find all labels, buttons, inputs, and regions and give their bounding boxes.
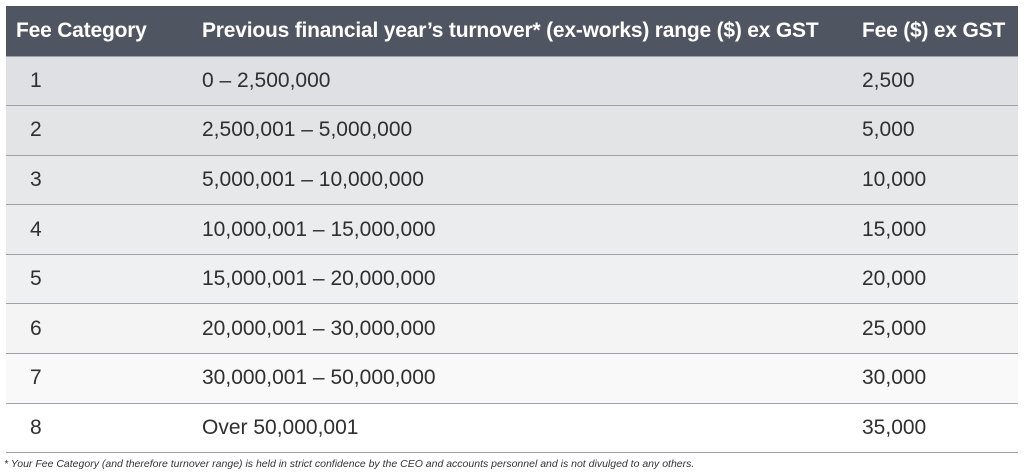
fee-category-cell: 5 [6, 253, 192, 304]
turnover-range-cell: 30,000,001 – 50,000,000 [192, 353, 852, 404]
fee-category-cell: 8 [6, 402, 192, 454]
fee-category-cell: 3 [6, 154, 192, 205]
fee-cell: 20,000 [852, 253, 1018, 304]
header-turnover-range: Previous financial year’s turnover* (ex-… [202, 18, 819, 42]
header-fee: Fee ($) ex GST [862, 18, 1006, 42]
turnover-range-cell: 15,000,001 – 20,000,000 [192, 253, 852, 304]
fee-category-cell: 2 [6, 105, 192, 156]
fee-cell: 10,000 [852, 154, 1018, 205]
turnover-range-cell: 20,000,001 – 30,000,000 [192, 303, 852, 354]
table-row: 5 15,000,001 – 20,000,000 20,000 [6, 253, 1018, 304]
table-row: 7 30,000,001 – 50,000,000 30,000 [6, 353, 1018, 404]
turnover-range-cell: 10,000,001 – 15,000,000 [192, 204, 852, 255]
fee-cell: 30,000 [852, 353, 1018, 404]
table-row: 2 2,500,001 – 5,000,000 5,000 [6, 105, 1018, 156]
table-row: 3 5,000,001 – 10,000,000 10,000 [6, 154, 1018, 205]
turnover-range-cell: Over 50,000,001 [192, 402, 852, 454]
table-row: 6 20,000,001 – 30,000,000 25,000 [6, 303, 1018, 354]
header-fee-category: Fee Category [16, 18, 147, 42]
table-row: 1 0 – 2,500,000 2,500 [6, 55, 1018, 106]
fee-cell: 35,000 [852, 402, 1018, 454]
header-row: Fee Category Previous financial year’s t… [6, 6, 1018, 56]
fee-category-cell: 7 [6, 353, 192, 404]
turnover-range-cell: 0 – 2,500,000 [192, 55, 852, 106]
fee-table-body: 1 0 – 2,500,000 2,500 2 2,500,001 – 5,00… [6, 55, 1018, 454]
fee-cell: 2,500 [852, 55, 1018, 106]
table-row: 4 10,000,001 – 15,000,000 15,000 [6, 204, 1018, 255]
turnover-range-cell: 2,500,001 – 5,000,000 [192, 105, 852, 156]
table-row: 8 Over 50,000,001 35,000 [6, 402, 1018, 454]
fee-category-cell: 1 [6, 55, 192, 106]
confidentiality-footnote: * Your Fee Category (and therefore turno… [4, 458, 695, 470]
fee-table-container: Fee Category Previous financial year’s t… [6, 6, 1018, 454]
fee-table: Fee Category Previous financial year’s t… [6, 6, 1018, 454]
fee-table-header: Fee Category Previous financial year’s t… [6, 6, 1018, 56]
fee-cell: 25,000 [852, 303, 1018, 354]
turnover-range-cell: 5,000,001 – 10,000,000 [192, 154, 852, 205]
fee-cell: 5,000 [852, 105, 1018, 156]
fee-category-cell: 6 [6, 303, 192, 354]
fee-cell: 15,000 [852, 204, 1018, 255]
fee-category-cell: 4 [6, 204, 192, 255]
